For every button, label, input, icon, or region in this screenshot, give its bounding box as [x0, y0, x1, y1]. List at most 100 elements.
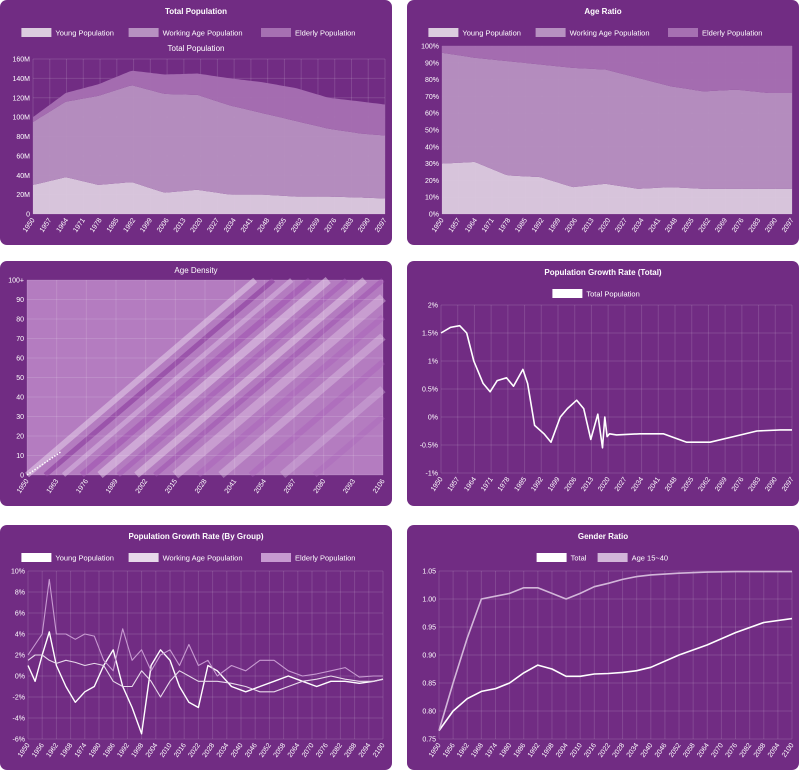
x-tick-4-14: 2034 — [216, 742, 231, 759]
heatmap-cohort-band-2-8 — [172, 294, 386, 479]
x-tick-1-3: 1971 — [481, 217, 496, 234]
y-tick-1-4: 40% — [425, 144, 439, 151]
line-series-5-1 — [438, 570, 792, 731]
x-tick-4-21: 2076 — [315, 742, 330, 759]
x-tick-3-7: 1999 — [547, 476, 562, 493]
age-ratio-panel: Age Ratio Young Population Working Age Pop… — [407, 0, 799, 245]
x-tick-5-9: 2004 — [555, 742, 570, 759]
y-tick-2-4: 40 — [16, 395, 24, 402]
x-tick-5-11: 2016 — [583, 742, 598, 759]
x-tick-1-0: 1950 — [431, 217, 446, 234]
heatmap-cohort-band-2-9 — [196, 314, 385, 478]
x-tick-1-1: 1957 — [448, 217, 463, 234]
x-tick-4-24: 2094 — [358, 742, 373, 759]
heatmap-cohort-band-2-13 — [312, 414, 385, 478]
x-tick-0-19: 2083 — [340, 217, 355, 234]
y-tick-1-10: 100% — [421, 44, 439, 51]
x-tick-5-12: 2022 — [597, 742, 612, 759]
x-tick-3-21: 2097 — [781, 476, 796, 493]
x-tick-5-0: 1950 — [428, 742, 443, 759]
heatmap-cohort-band-2-0 — [25, 277, 258, 478]
x-tick-4-25: 2100 — [372, 742, 387, 759]
legend-swatch-5-1 — [597, 553, 628, 562]
x-tick-1-4: 1978 — [498, 217, 513, 234]
y-tick-4-4: 2% — [15, 653, 25, 660]
x-tick-1-17: 2069 — [714, 217, 729, 234]
line-series-5-0 — [438, 617, 793, 732]
x-tick-3-8: 2006 — [564, 476, 579, 493]
x-tick-1-8: 2006 — [564, 217, 579, 234]
x-tick-1-14: 2048 — [664, 217, 679, 234]
y-tick-0-6: 120M — [12, 95, 30, 102]
x-tick-2-12: 2106 — [372, 478, 387, 495]
heatmap-cohort-band-2-11 — [248, 359, 385, 478]
x-tick-4-16: 2046 — [244, 742, 259, 759]
x-tick-0-14: 2048 — [257, 217, 272, 234]
x-tick-4-20: 2070 — [301, 742, 316, 759]
legend-label-1-0: Young Population — [462, 29, 521, 38]
y-tick-2-3: 30 — [16, 414, 24, 421]
heatmap-cohort-band-2-2 — [61, 278, 294, 477]
x-tick-2-6: 2028 — [194, 478, 209, 495]
x-tick-1-12: 2034 — [631, 217, 646, 234]
x-tick-4-10: 2010 — [159, 742, 174, 759]
heatmap-cohort-band-2-5 — [116, 278, 349, 477]
x-tick-0-13: 2041 — [240, 217, 255, 234]
x-tick-3-11: 2027 — [614, 476, 629, 493]
y-tick-2-7: 70 — [16, 336, 24, 343]
y-tick-0-5: 100M — [12, 115, 30, 122]
x-tick-2-8: 2054 — [253, 478, 268, 495]
x-tick-2-2: 1976 — [75, 478, 90, 495]
x-tick-4-3: 1968 — [60, 742, 75, 759]
x-tick-5-25: 2100 — [781, 742, 796, 759]
x-tick-0-1: 1957 — [39, 217, 54, 234]
x-tick-3-17: 2069 — [714, 476, 729, 493]
x-tick-0-2: 1964 — [55, 217, 70, 234]
total-population-chart: Total Population Total Population Young Po… — [12, 7, 389, 234]
x-tick-0-4: 1978 — [89, 217, 104, 234]
x-tick-4-12: 2022 — [187, 742, 202, 759]
chart-title-1: Age Ratio — [584, 7, 621, 16]
x-tick-1-9: 2013 — [581, 217, 596, 234]
y-tick-4-6: 6% — [15, 611, 25, 618]
legend-label-0-0: Young Population — [55, 29, 114, 38]
x-tick-5-8: 1998 — [541, 742, 556, 759]
x-tick-2-1: 1963 — [46, 478, 61, 495]
y-tick-4-5: 4% — [15, 632, 25, 639]
x-tick-0-11: 2027 — [206, 217, 221, 234]
y-tick-0-4: 80M — [16, 134, 30, 141]
x-tick-4-11: 2016 — [173, 742, 188, 759]
x-tick-3-13: 2041 — [647, 476, 662, 493]
y-tick-1-2: 20% — [425, 178, 439, 185]
y-tick-5-0: 0.75 — [422, 737, 436, 744]
chart-subtitle-0: Total Population — [168, 44, 225, 53]
x-tick-5-24: 2094 — [767, 742, 782, 759]
x-tick-4-1: 1956 — [31, 742, 46, 759]
x-tick-3-4: 1978 — [497, 476, 512, 493]
y-tick-1-0: 0% — [429, 212, 439, 219]
x-tick-5-6: 1986 — [513, 742, 528, 759]
x-tick-0-21: 2097 — [374, 217, 389, 234]
x-tick-3-3: 1971 — [480, 476, 495, 493]
legend-label-4-0: Young Population — [55, 554, 114, 563]
x-tick-5-14: 2034 — [626, 742, 641, 759]
x-tick-5-3: 1968 — [470, 742, 485, 759]
legend-label-3-0: Total Population — [586, 290, 639, 299]
y-tick-5-6: 1.05 — [422, 569, 436, 576]
x-tick-0-15: 2055 — [273, 217, 288, 234]
y-tick-5-3: 0.90 — [422, 653, 436, 660]
y-tick-3-3: 0.5% — [422, 387, 438, 394]
x-tick-2-9: 2067 — [283, 478, 298, 495]
x-tick-5-2: 1962 — [456, 742, 471, 759]
x-tick-3-0: 1950 — [430, 476, 445, 493]
gender-ratio-chart: Gender Ratio Total Age 15~40 0.75 0.80 0.85 0.… — [422, 532, 796, 759]
age-density-chart: Age Density 0 10 20 30 40 50 60 70 80 90 100+ 1950 19… — [8, 266, 387, 495]
legend-label-1-1: Working Age Population — [570, 29, 650, 38]
x-tick-4-9: 2004 — [145, 742, 160, 759]
y-tick-5-4: 0.95 — [422, 625, 436, 632]
x-tick-4-19: 2064 — [287, 742, 302, 759]
y-tick-2-10: 100+ — [8, 278, 24, 285]
x-tick-3-20: 2090 — [764, 476, 779, 493]
heatmap-initial-cohort-2 — [26, 450, 62, 476]
chart-title-5: Gender Ratio — [578, 532, 628, 541]
